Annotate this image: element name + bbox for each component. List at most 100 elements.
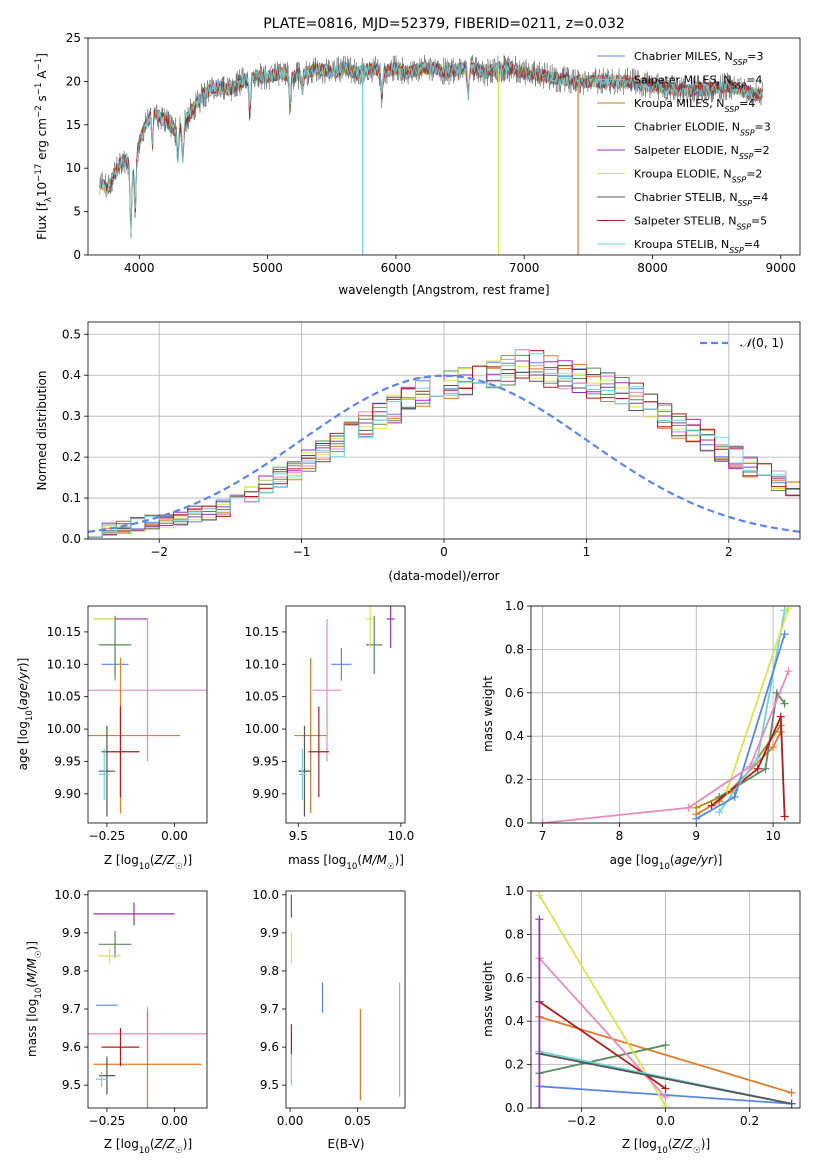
y-tick-label: 10.00 — [47, 722, 81, 736]
legend-entry: 𝒩(0, 1) — [740, 336, 784, 350]
histogram-series — [88, 354, 800, 538]
y-tick-label: 0.3 — [62, 409, 81, 423]
y-axis-label: mass weight — [481, 961, 495, 1037]
x-tick-label: 0.00 — [161, 1114, 188, 1128]
axes-frame — [530, 605, 801, 824]
x-tick-label: 10 — [765, 829, 780, 843]
legend-entry: Chabrier STELIB, NSSP=4 — [634, 191, 768, 208]
y-tick-label: 9.9 — [62, 926, 81, 940]
y-tick-label: 25 — [66, 31, 81, 45]
y-tick-label: 0.2 — [505, 1058, 524, 1072]
x-tick-label: 4000 — [124, 261, 155, 275]
legend: 𝒩(0, 1) — [700, 336, 784, 350]
chart-spectrum: 4000 5000 6000 7000 8000 9000 0 5 10 15 20 25 — [66, 31, 801, 275]
spectrum-series — [99, 54, 763, 238]
y-tick-label: 9.95 — [252, 754, 279, 768]
axes-frame — [285, 890, 406, 1109]
y-tick-label: 0.0 — [505, 816, 524, 830]
chart-mass_vs_ebv: 0.00 0.05 9.5 9.6 9.7 9.8 9.9 10.0 — [252, 888, 406, 1128]
y-tick-label: 9.7 — [62, 1002, 81, 1016]
x-axis-label: mass [log10(M/M☉)] — [288, 853, 404, 872]
x-axis-label: Z [log10(Z/Z☉)] — [622, 1137, 710, 1156]
axes-frame — [87, 37, 801, 256]
y-tick-label: 0.4 — [505, 1014, 524, 1028]
plot-area — [535, 891, 796, 1108]
y-tick-label: 0 — [73, 248, 81, 262]
plot-area — [294, 606, 395, 817]
chart-age_vs_mass: 9.5 10.0 9.90 9.95 10.00 10.05 10.10 10.15 — [245, 605, 415, 843]
axes-frame — [87, 890, 208, 1109]
axes-frame — [285, 605, 406, 824]
y-tick-label: 0.8 — [505, 642, 524, 656]
axes-frame — [87, 605, 208, 824]
x-tick-label: 0.0 — [656, 1114, 675, 1128]
y-tick-label: 9.6 — [62, 1040, 81, 1054]
x-tick-label: 7 — [539, 829, 547, 843]
y-tick-label: 15 — [66, 118, 81, 132]
legend-entry: Salpeter MILES, NSSP=4 — [634, 74, 762, 91]
x-axis-label: wavelength [Angstrom, rest frame] — [338, 283, 549, 297]
plot-area — [99, 54, 763, 255]
series-line — [695, 724, 782, 809]
series-line — [718, 690, 786, 798]
x-tick-label: −0.25 — [89, 1114, 126, 1128]
legend-entry: Kroupa STELIB, NSSP=4 — [634, 238, 760, 255]
x-tick-label: 0.00 — [277, 1114, 304, 1128]
y-tick-label: 9.90 — [54, 787, 81, 801]
chart-weight_vs_age: 7 8 9 10 0.0 0.2 0.4 0.6 0.8 1.0 — [505, 599, 801, 843]
x-tick-label: 10.0 — [388, 829, 415, 843]
legend-entry: Salpeter ELODIE, NSSP=2 — [634, 144, 770, 161]
y-tick-label: 10.15 — [245, 625, 279, 639]
x-tick-label: 2 — [725, 545, 733, 559]
y-tick-label: 10.05 — [47, 690, 81, 704]
x-tick-label: 8000 — [637, 261, 668, 275]
x-tick-label: 9 — [692, 829, 700, 843]
y-tick-label: 10.10 — [245, 657, 279, 671]
legend-entry: Salpeter STELIB, NSSP=5 — [634, 215, 767, 232]
chart-mass_vs_Z: −0.25 0.00 9.5 9.6 9.7 9.8 9.9 10.0 — [54, 888, 208, 1128]
y-tick-label: 9.5 — [62, 1078, 81, 1092]
legend-entry: Kroupa ELODIE, NSSP=2 — [634, 168, 762, 185]
series-line — [711, 716, 786, 817]
y-tick-label: 0.4 — [505, 729, 524, 743]
plot-area — [88, 902, 207, 1108]
chart-residual_hist: −2 −1 0 1 2 0.0 0.1 0.2 0.3 0.4 0.5 — [62, 321, 801, 559]
x-tick-label: 7000 — [509, 261, 540, 275]
y-tick-label: 0.2 — [62, 450, 81, 464]
x-tick-label: 8 — [616, 829, 624, 843]
y-tick-label: 0.0 — [505, 1101, 524, 1115]
x-tick-label: −2 — [150, 545, 168, 559]
chart-age_vs_Z: −0.25 0.00 9.90 9.95 10.00 10.05 10.10 10.15 — [47, 605, 208, 843]
x-tick-label: 0.05 — [344, 1114, 371, 1128]
legend-entry: Chabrier ELODIE, NSSP=3 — [634, 121, 771, 138]
y-tick-label: 10.0 — [54, 888, 81, 902]
plot-area — [88, 615, 207, 817]
plot-area — [290, 894, 401, 1101]
y-tick-label: 9.7 — [260, 1002, 279, 1016]
x-tick-label: 1 — [583, 545, 591, 559]
y-tick-label: 10.00 — [245, 722, 279, 736]
histogram-series — [88, 350, 800, 538]
x-tick-label: 0.00 — [161, 829, 188, 843]
x-tick-label: 9000 — [765, 261, 796, 275]
x-tick-label: −0.25 — [89, 829, 126, 843]
legend: Chabrier MILES, NSSP=3 Salpeter MILES, NS… — [597, 50, 771, 255]
y-axis-label: age [log10(age/yr)] — [16, 658, 35, 771]
y-tick-label: 10.10 — [47, 657, 81, 671]
series-line — [539, 1044, 666, 1075]
y-tick-label: 20 — [66, 74, 81, 88]
x-tick-label: −0.2 — [567, 1114, 596, 1128]
y-tick-label: 9.95 — [54, 754, 81, 768]
legend-entry: Kroupa MILES, NSSP=4 — [634, 97, 755, 114]
y-tick-label: 10.05 — [245, 690, 279, 704]
y-tick-label: 10.15 — [47, 625, 81, 639]
series-line — [726, 607, 790, 791]
y-tick-label: 0.5 — [62, 327, 81, 341]
series-line — [538, 894, 667, 1107]
y-tick-label: 10 — [66, 161, 81, 175]
series-line — [542, 670, 790, 823]
y-tick-label: 0.6 — [505, 686, 524, 700]
x-axis-label: Z [log10(Z/Z☉)] — [104, 853, 192, 872]
y-axis-label: mass weight — [481, 676, 495, 752]
x-tick-label: −1 — [293, 545, 311, 559]
